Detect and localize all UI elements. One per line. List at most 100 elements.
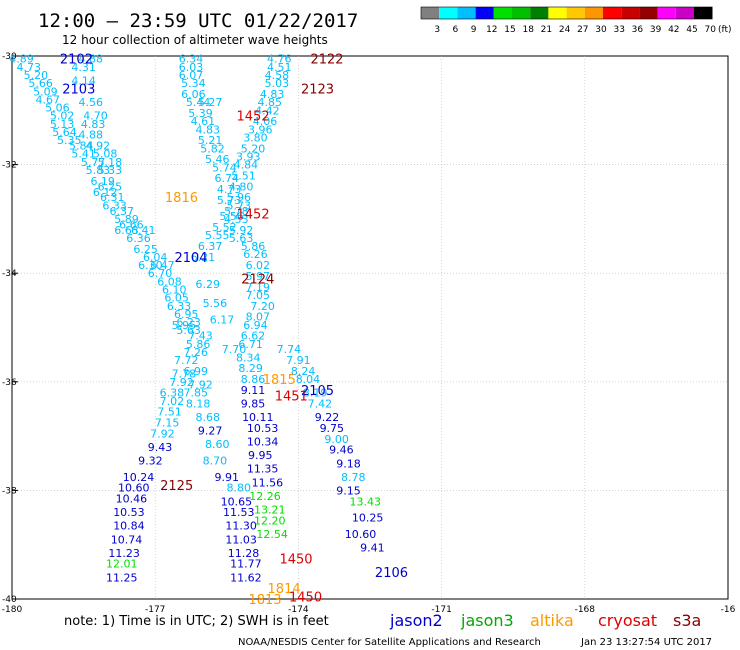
chart-title: 12:00 – 23:59 UTC 01/22/2017 — [38, 10, 358, 32]
wave-height-value: 5.73 — [217, 194, 242, 207]
wave-height-value: 9.91 — [215, 471, 240, 484]
wave-height-value: 6.41 — [131, 224, 156, 237]
pass-time-label: 1450 — [289, 590, 322, 605]
wave-height-value: 6.66 — [119, 218, 144, 231]
wave-height-value: 6.31 — [100, 191, 125, 204]
wave-height-value: 4.92 — [86, 140, 111, 153]
colorbar-swatch — [566, 7, 585, 19]
wave-height-value: 10.74 — [111, 533, 143, 546]
colorbar-label: 15 — [504, 25, 515, 35]
wave-height-value: 8.80 — [226, 482, 251, 495]
wave-height-value: 7.70 — [222, 343, 247, 356]
wave-height-value: 11.35 — [247, 463, 279, 476]
footer-credit: NOAA/NESDIS Center for Satellite Applica… — [238, 637, 541, 648]
colorbar-label: 3 — [434, 25, 440, 35]
wave-height-value: 7.19 — [246, 281, 271, 294]
wave-height-value: 4.83 — [195, 123, 220, 136]
wave-height-value: 7.92 — [150, 427, 175, 440]
pass-time-label: 1452 — [237, 110, 270, 125]
wave-height-value: 4.76 — [267, 53, 292, 66]
legend-entry-jason3: jason3 — [460, 611, 514, 630]
wave-height-value: 6.29 — [195, 278, 220, 291]
footer-timestamp: Jan 23 13:27:54 UTC 2017 — [580, 637, 712, 648]
wave-height-value: 6.70 — [148, 267, 173, 280]
wave-height-value: 9.18 — [336, 457, 361, 470]
wave-height-value: 4.88 — [79, 53, 104, 66]
wave-height-value: 6.63 — [114, 224, 139, 237]
wave-height-value: 11.03 — [225, 533, 257, 546]
wave-height-value: 5.86 — [241, 240, 266, 253]
y-tick-label: -32 — [2, 161, 17, 171]
wave-height-value: 11.56 — [252, 476, 284, 489]
wave-height-value: 5.89 — [114, 213, 139, 226]
wave-height-value: 5.44 — [186, 96, 211, 109]
wave-height-value: 11.25 — [106, 571, 138, 584]
pass-time-label: 2104 — [174, 251, 207, 266]
colorbar-swatch — [657, 7, 676, 19]
footer-note: note: 1) Time is in UTC; 2) SWH is in fe… — [64, 614, 329, 629]
wave-height-value: 8.29 — [238, 362, 263, 375]
wave-height-value: 10.34 — [247, 436, 279, 449]
wave-height-value: 6.34 — [179, 53, 204, 66]
wave-height-value: 5.39 — [188, 107, 213, 120]
colorbar-swatch — [621, 7, 640, 19]
wave-height-value: 9.95 — [248, 449, 273, 462]
wave-height-value: 6.25 — [133, 243, 158, 256]
wave-height-value: 7.43 — [188, 330, 213, 343]
wave-height-value: 10.60 — [118, 482, 150, 495]
colorbar-swatch — [475, 7, 494, 19]
wave-height-value: 10.46 — [116, 493, 148, 506]
colorbar-label: 21 — [541, 25, 552, 35]
colorbar-label: 12 — [486, 25, 497, 35]
pass-time-label: 1452 — [237, 207, 270, 222]
wave-height-value: 5.97 — [246, 270, 271, 283]
wave-height-value: 5.64 — [52, 126, 77, 139]
data-points: 4.89 4.88 4.73 4.31 5.20 4.14 5.665.094.67 4.56… — [9, 53, 384, 585]
wave-height-value: 5.86 — [186, 338, 211, 351]
wave-height-value: 4.73 — [217, 183, 242, 196]
colorbar-swatch — [493, 7, 512, 19]
colorbar-label: 33 — [613, 25, 624, 35]
wave-height-value: 5.56 — [219, 210, 244, 223]
wave-height-value: 10.24 — [123, 471, 155, 484]
wave-height-value: 9.32 — [138, 455, 163, 468]
legend-entry-altika: altika — [530, 611, 574, 630]
wave-height-value: 6.94 — [243, 319, 268, 332]
wave-height-value: 6.33 — [167, 300, 192, 313]
wave-height-value: 8.78 — [341, 471, 366, 484]
pass-time-label: 2125 — [160, 479, 193, 494]
wave-height-value: 6.21 — [191, 251, 216, 264]
colorbar-swatch — [439, 7, 458, 19]
wave-height-value: 4.88 — [79, 129, 104, 142]
wave-height-value: 9.22 — [315, 411, 340, 424]
pass-time-label: 2106 — [375, 566, 408, 581]
wave-height-value: 6.38 — [160, 387, 185, 400]
wave-height-value: 6.74 — [215, 172, 240, 185]
wave-height-value: 7.05 — [246, 289, 271, 302]
wave-height-value: 6.05 — [164, 292, 189, 305]
pass-time-label: 2124 — [241, 273, 274, 288]
colorbar-label: 45 — [686, 25, 697, 35]
wave-height-value: 5.73 — [226, 199, 251, 212]
wave-height-value: 5.41 — [71, 148, 96, 161]
wave-height-value: 12.01 — [106, 558, 138, 571]
wave-height-value: 10.53 — [113, 506, 145, 519]
wave-height-value: 7.85 — [184, 387, 209, 400]
wave-height-value: 6.62 — [241, 330, 266, 343]
wave-height-value: 5.13 — [50, 118, 75, 131]
x-tick-label: -180 — [2, 605, 23, 615]
wave-height-value: 7.51 — [157, 406, 182, 419]
wave-height-value: 9.27 — [198, 425, 223, 438]
colorbar-label: 70 — [704, 25, 716, 35]
wave-height-value: 4.67 — [36, 93, 61, 106]
wave-height-value: 6.06 — [181, 88, 206, 101]
wave-height-value: 5.92 — [229, 224, 254, 237]
colorbar-label: 30 — [595, 25, 607, 35]
wave-height-value: 5.46 — [205, 153, 230, 166]
wave-height-value: 4.89 — [9, 53, 34, 66]
wave-height-value: 5.96 — [226, 191, 251, 204]
wave-height-value: 5.77 — [81, 156, 106, 169]
wave-height-value: 7.26 — [184, 346, 209, 359]
pass-time-label: 1816 — [165, 191, 198, 206]
